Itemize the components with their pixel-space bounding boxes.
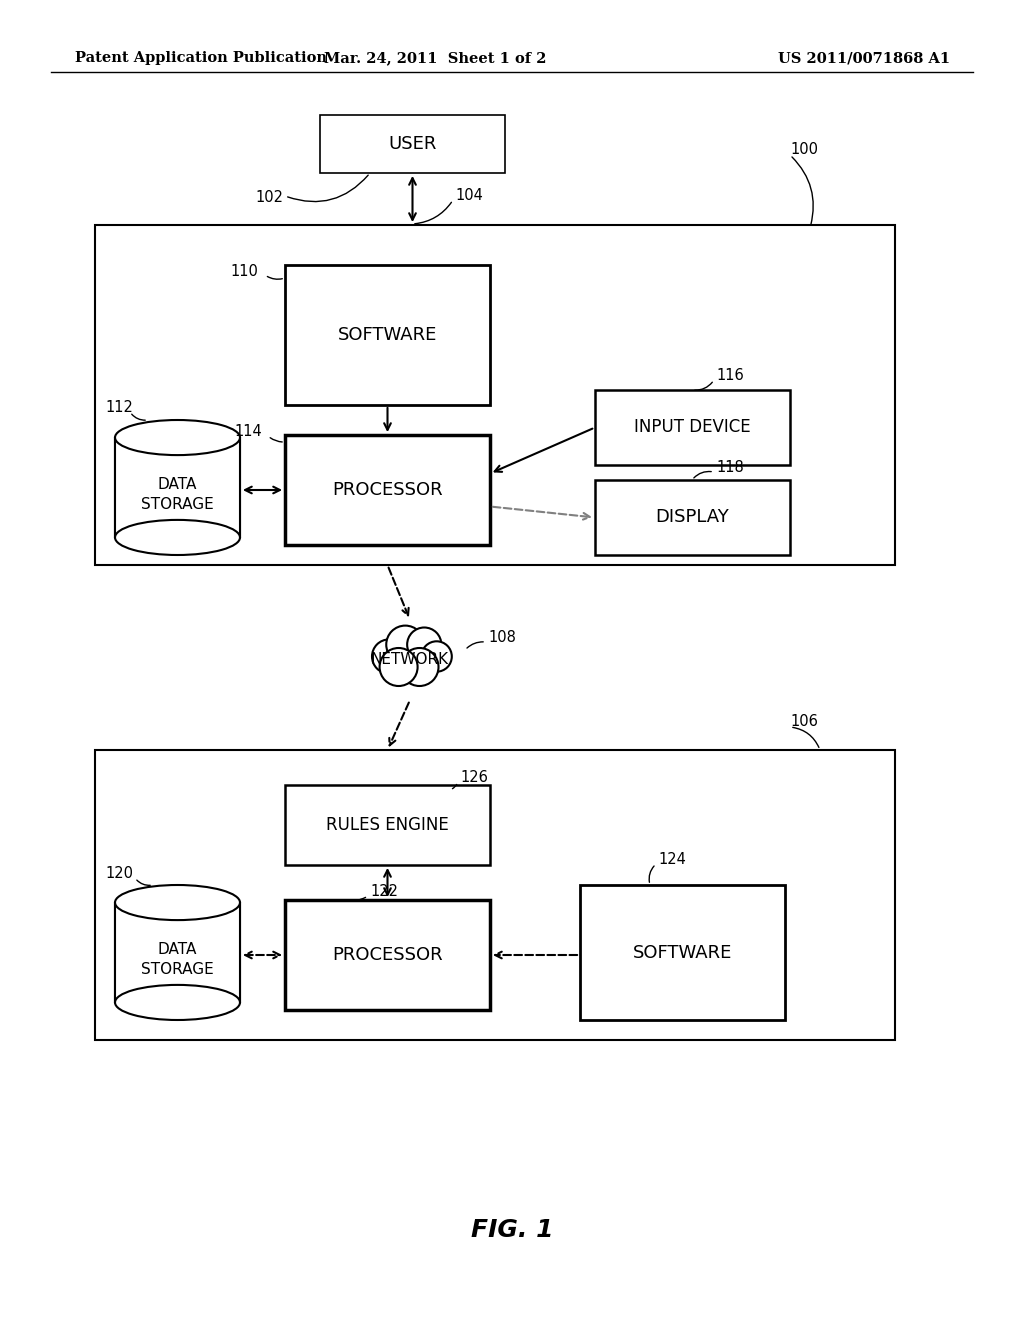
Text: DISPLAY: DISPLAY <box>655 508 729 527</box>
Text: 100: 100 <box>790 143 818 157</box>
Ellipse shape <box>115 420 240 455</box>
Text: PROCESSOR: PROCESSOR <box>332 946 442 964</box>
Text: 106: 106 <box>790 714 818 730</box>
Bar <box>285 900 490 1010</box>
Text: US 2011/0071868 A1: US 2011/0071868 A1 <box>778 51 950 65</box>
Circle shape <box>422 642 452 672</box>
Text: USER: USER <box>388 135 436 153</box>
Text: 116: 116 <box>716 368 743 384</box>
Bar <box>115 903 240 1002</box>
Text: Patent Application Publication: Patent Application Publication <box>75 51 327 65</box>
Text: Mar. 24, 2011  Sheet 1 of 2: Mar. 24, 2011 Sheet 1 of 2 <box>324 51 546 65</box>
Ellipse shape <box>115 985 240 1020</box>
Circle shape <box>380 648 418 686</box>
Bar <box>285 785 490 865</box>
Text: DATA
STORAGE: DATA STORAGE <box>141 942 214 977</box>
Text: 104: 104 <box>455 189 483 203</box>
Text: 118: 118 <box>716 461 743 475</box>
Bar <box>285 265 490 405</box>
Text: 122: 122 <box>370 884 398 899</box>
Circle shape <box>386 626 424 664</box>
Text: SOFTWARE: SOFTWARE <box>338 326 437 345</box>
Ellipse shape <box>115 520 240 554</box>
Text: 110: 110 <box>230 264 258 280</box>
Circle shape <box>400 648 438 686</box>
Circle shape <box>372 639 407 673</box>
Text: 124: 124 <box>658 853 686 867</box>
Text: NETWORK: NETWORK <box>371 652 450 668</box>
Circle shape <box>408 627 441 661</box>
Bar <box>95 750 895 1040</box>
Text: INPUT DEVICE: INPUT DEVICE <box>634 418 751 437</box>
Text: 102: 102 <box>255 190 283 206</box>
Text: 112: 112 <box>105 400 133 416</box>
Text: 108: 108 <box>488 631 516 645</box>
Bar <box>115 437 240 537</box>
Text: PROCESSOR: PROCESSOR <box>332 480 442 499</box>
Text: DATA
STORAGE: DATA STORAGE <box>141 477 214 512</box>
Ellipse shape <box>115 884 240 920</box>
Text: SOFTWARE: SOFTWARE <box>633 944 732 961</box>
Bar <box>595 480 790 554</box>
Text: 120: 120 <box>105 866 133 882</box>
Bar <box>285 436 490 545</box>
Bar <box>95 224 895 565</box>
Bar <box>595 389 790 465</box>
Bar <box>319 115 505 173</box>
Text: 126: 126 <box>460 771 487 785</box>
Bar <box>580 884 785 1020</box>
Text: 114: 114 <box>234 425 262 440</box>
Text: FIG. 1: FIG. 1 <box>471 1218 553 1242</box>
Text: RULES ENGINE: RULES ENGINE <box>326 816 449 834</box>
